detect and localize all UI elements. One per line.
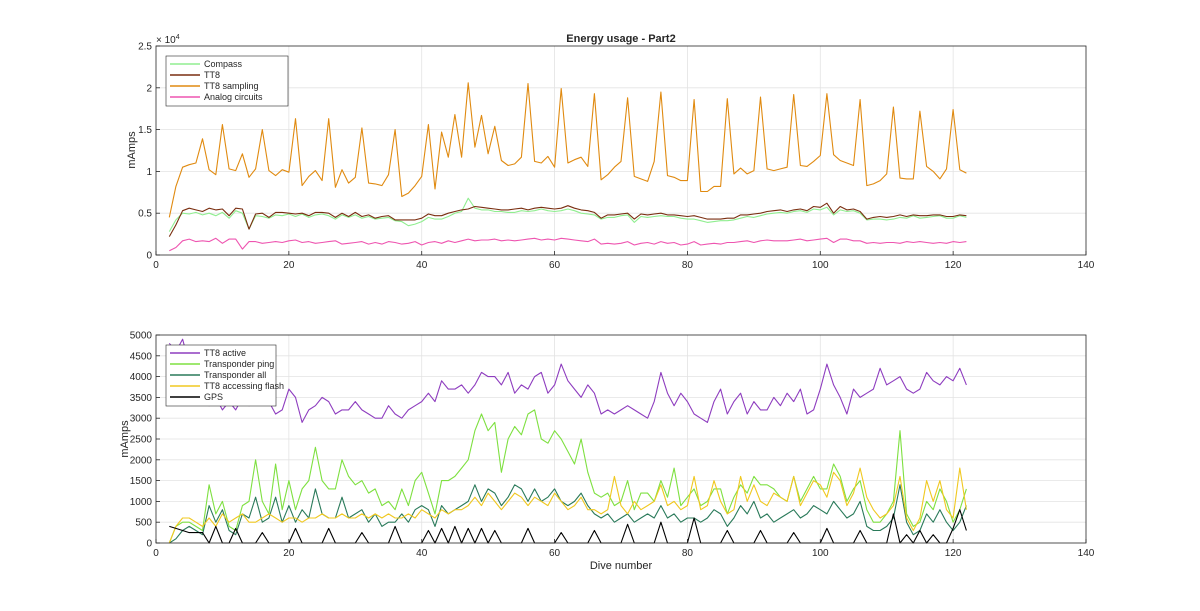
legend-label: TT8 accessing flash [204,381,284,391]
legend-label: TT8 sampling [204,81,259,91]
y-axis: 0 500 1000 1500 2000 2500 3000 3500 4000 4500 5000 [130,331,160,550]
x-axis: 0 20 40 60 80 100 120 140 [153,251,1095,271]
y-axis-exponent-power: 4 [176,34,180,41]
series-layer [168,82,967,252]
y-axis-label: mAmps [119,420,131,458]
y-tick-label: 1000 [130,497,153,508]
y-tick-label: 5000 [130,331,153,342]
x-tick-label: 60 [549,260,561,271]
legend-label: TT8 [204,70,220,80]
y-tick-label: 3000 [130,414,153,425]
x-tick-label: 0 [153,548,159,559]
series-line-tt8-accessing-flash [168,467,967,544]
x-tick-label: 120 [945,260,962,271]
y-tick-label: 500 [135,518,152,529]
y-tick-label: 2.5 [138,42,152,53]
x-tick-label: 20 [283,260,295,271]
y-tick-label: 1500 [130,476,153,487]
y-tick-label: 2 [146,83,152,94]
y-tick-label: 3500 [130,393,153,404]
x-tick-label: 80 [682,260,694,271]
x-tick-label: 140 [1078,548,1095,559]
dive-current-chart: 0 20 40 60 80 100 120 140 0 500 1000 1500 2000 2500 3… [119,331,1095,573]
series-line-tt8 [168,202,967,237]
y-tick-label: 2000 [130,455,153,466]
y-tick-label: 1 [146,167,152,178]
legend-label: Compass [204,59,243,69]
x-tick-label: 40 [416,548,428,559]
plot-area-background [156,46,1086,255]
plot-area-frame [155,45,1087,256]
y-axis-label: mAmps [126,131,138,169]
x-tick-label: 20 [283,548,295,559]
x-tick-label: 80 [682,548,694,559]
legend-label: Transponder all [204,370,266,380]
x-tick-label: 100 [812,260,829,271]
series-line-tt8-active [168,338,967,423]
y-tick-label: 4000 [130,372,153,383]
y-tick-label: 2500 [130,435,153,446]
grid-lines [156,335,1086,543]
y-tick-label: 1.5 [138,125,152,136]
y-tick-label: 4500 [130,351,153,362]
x-tick-label: 40 [416,260,428,271]
chart-title: Energy usage - Part2 [566,33,675,45]
y-tick-label: 0.5 [138,209,152,220]
x-axis-label: Dive number [590,560,653,572]
series-line-compass [168,197,967,232]
series-line-tt8-sampling [168,82,967,218]
series-line-transponder-all [169,484,967,544]
series-line-transponder-ping [168,409,967,544]
legend-label: GPS [204,392,223,402]
y-tick-label: 0 [146,539,152,550]
legend-label: TT8 active [204,348,246,358]
x-tick-label: 0 [153,260,159,271]
y-axis-exponent-base: × 10 [156,35,176,46]
legend-label: Transponder ping [204,359,274,369]
energy-usage-chart: 0 20 40 60 80 100 120 140 0 0.5 1 1.5 2 2.5 Energy u… [126,33,1095,271]
x-tick-label: 100 [812,548,829,559]
y-axis: 0 0.5 1 1.5 2 2.5 [138,42,160,262]
y-axis-exponent: × 104 [156,34,180,46]
x-axis: 0 20 40 60 80 100 120 140 [153,539,1095,559]
x-tick-label: 140 [1078,260,1095,271]
series-line-analog-circuits [169,237,967,252]
x-tick-label: 120 [945,548,962,559]
x-tick-label: 60 [549,548,561,559]
legend-label: Analog circuits [204,92,263,102]
y-tick-label: 0 [146,251,152,262]
